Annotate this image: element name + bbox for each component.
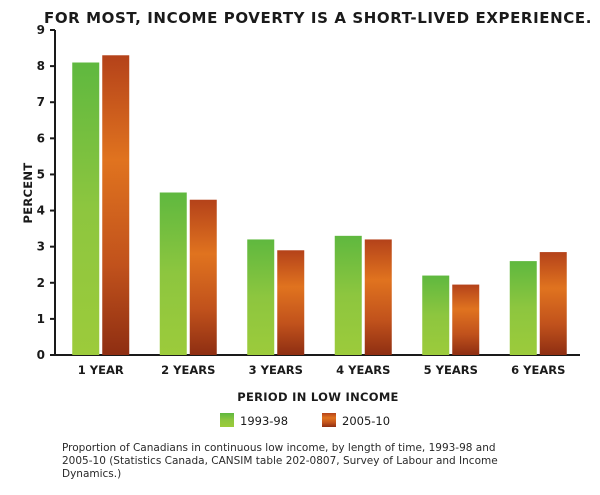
x-tick-label: 5 YEARS [424, 363, 478, 377]
bar-1993-98-6-years [509, 261, 537, 355]
bar-1993-98-1-year [72, 62, 100, 355]
bar-2005-10-4-years [364, 239, 392, 355]
bar-2005-10-2-years [189, 199, 217, 355]
y-tick-label: 3 [37, 240, 45, 254]
legend-label: 1993-98 [240, 414, 288, 428]
x-tick-label: 4 YEARS [336, 363, 390, 377]
chart-caption: Proportion of Canadians in continuous lo… [62, 442, 498, 480]
chart-title: FOR MOST, INCOME POVERTY IS A SHORT-LIVE… [44, 9, 592, 27]
y-tick-label: 4 [37, 204, 45, 218]
bars-group [72, 55, 567, 356]
y-tick-label: 2 [37, 276, 45, 290]
y-tick-label: 5 [37, 167, 45, 181]
bar-2005-10-5-years [452, 284, 480, 355]
bar-2005-10-6-years [539, 252, 567, 355]
legend: 1993-98 2005-10 [220, 413, 390, 428]
y-tick-label: 0 [37, 348, 45, 362]
legend-swatch [220, 413, 234, 427]
bar-2005-10-1-year [102, 55, 130, 356]
bar-1993-98-2-years [159, 192, 187, 355]
category-labels: 1 YEAR 2 YEARS 3 YEARS 4 YEARS 5 YEARS 6 YEAR… [78, 363, 566, 377]
legend-swatch [322, 413, 336, 427]
bar-2005-10-3-years [277, 250, 305, 355]
y-tick-label: 6 [37, 131, 45, 145]
bar-1993-98-5-years [422, 275, 450, 355]
y-axis-title: PERCENT [21, 162, 35, 223]
bar-1993-98-3-years [247, 239, 275, 355]
x-tick-label: 1 YEAR [78, 363, 124, 377]
y-tick-label: 8 [37, 59, 45, 73]
x-axis-title: PERIOD IN LOW INCOME [237, 390, 398, 404]
x-tick-label: 6 YEARS [511, 363, 565, 377]
y-tick-label: 7 [37, 95, 45, 109]
y-tick-label: 9 [37, 23, 45, 37]
bar-1993-98-4-years [334, 235, 362, 355]
y-axis-ticks: 0 1 2 3 4 5 6 7 8 9 [37, 23, 55, 362]
y-tick-label: 1 [37, 312, 45, 326]
x-tick-label: 3 YEARS [249, 363, 303, 377]
x-tick-label: 2 YEARS [161, 363, 215, 377]
legend-label: 2005-10 [342, 414, 390, 428]
